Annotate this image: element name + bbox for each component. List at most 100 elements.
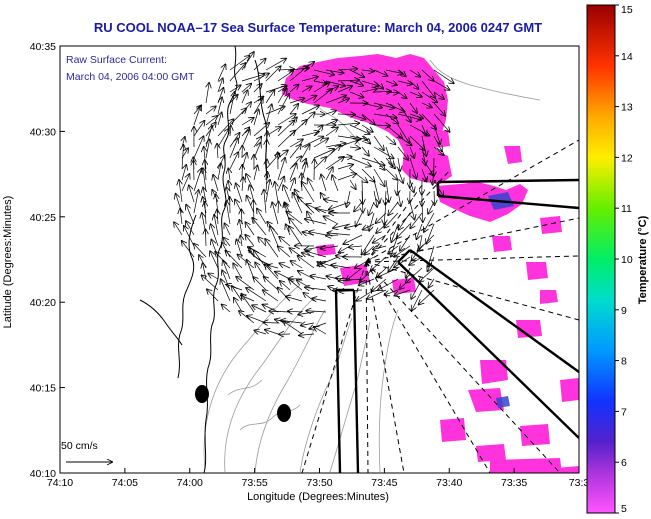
x-tick-label: 73:40 (436, 477, 462, 489)
current-vector (349, 168, 367, 182)
current-vector (349, 69, 364, 77)
current-vector (179, 180, 182, 203)
current-vector (411, 278, 423, 299)
current-vector (356, 212, 363, 226)
current-vector (373, 102, 394, 108)
x-tick-label: 74:05 (112, 477, 138, 489)
y-tick-label: 40:25 (30, 212, 56, 224)
current-vector (305, 287, 327, 290)
current-vector (277, 131, 295, 148)
current-vector (265, 180, 270, 203)
current-vector (221, 279, 231, 302)
current-vector (433, 124, 440, 144)
current-vector (363, 223, 375, 230)
current-vector (193, 121, 204, 137)
current-vector (373, 69, 387, 76)
current-vector (266, 140, 267, 159)
current-vector (409, 146, 414, 158)
coastline (139, 46, 271, 473)
current-vector (337, 165, 353, 170)
current-vector (421, 69, 434, 81)
current-vector (325, 120, 337, 126)
current-vector (409, 102, 417, 113)
current-vector (230, 126, 231, 137)
current-vector (409, 201, 415, 219)
current-vector (367, 289, 387, 299)
current-vector (289, 226, 303, 247)
current-vector (385, 289, 399, 295)
annotation-line1: Raw Surface Current: (66, 54, 167, 66)
current-vector (421, 168, 427, 182)
current-vector (241, 236, 243, 247)
scale-arrow: 50 cm/s (61, 440, 112, 462)
current-vector (329, 201, 351, 209)
y-tick-label: 40:10 (30, 468, 56, 480)
current-vector (394, 289, 411, 296)
current-vector (385, 113, 398, 124)
island-marker (277, 404, 291, 422)
colorbar-tick-label: 14 (621, 51, 633, 63)
current-vector (355, 256, 375, 268)
current-vector (409, 80, 419, 89)
current-vector (361, 146, 369, 156)
colorbar-tick-label: 7 (621, 406, 627, 418)
current-vector (301, 132, 319, 137)
current-vector (229, 138, 238, 159)
current-vector (385, 102, 405, 112)
current-vector (253, 84, 262, 93)
current-vector (226, 251, 243, 269)
current-vector (265, 239, 279, 258)
current-vector (205, 116, 217, 126)
current-vector (426, 223, 435, 244)
current-vector (409, 113, 423, 118)
current-vector (349, 80, 363, 86)
current-vector (277, 177, 284, 192)
current-vector (253, 110, 259, 126)
current-vector (434, 190, 435, 205)
current-vector (247, 196, 255, 214)
x-tick-label: 74:10 (47, 477, 73, 489)
current-vector (250, 185, 255, 203)
current-vector (400, 234, 411, 251)
current-vector (373, 168, 385, 186)
current-vector (289, 85, 299, 93)
current-vector (321, 175, 327, 192)
current-vector (406, 267, 410, 278)
current-vector (397, 69, 406, 76)
map-panel: Raw Surface Current: March 04, 2006 04:0… (59, 45, 580, 474)
current-vector (428, 256, 435, 271)
current-vector (181, 174, 189, 192)
current-vector (369, 201, 375, 215)
current-vector (263, 290, 279, 302)
current-vector (377, 267, 399, 277)
current-vector (421, 102, 432, 108)
current-vector (283, 321, 303, 335)
current-vector (385, 70, 403, 74)
current-vector (277, 158, 285, 181)
colorbar-tick-label: 8 (621, 356, 627, 368)
current-vector (289, 98, 304, 104)
current-vector (373, 234, 387, 243)
current-vector (301, 96, 316, 104)
current-vector (180, 209, 182, 225)
colorbar-tick-label: 6 (621, 457, 627, 469)
current-vector (229, 63, 246, 82)
current-vector (265, 66, 281, 82)
current-vector (312, 298, 327, 301)
current-vector (272, 202, 279, 225)
current-vector (433, 102, 445, 116)
current-vector (361, 124, 373, 132)
current-vector (428, 278, 435, 288)
current-vector (301, 323, 315, 326)
current-vector (376, 212, 387, 223)
current-vector (229, 56, 249, 71)
current-vector (229, 92, 235, 115)
colorbar-tick-label: 12 (621, 152, 633, 164)
current-vector (229, 152, 238, 170)
current-vector (202, 275, 219, 291)
current-vector (385, 92, 398, 93)
current-vector (264, 190, 266, 214)
current-vector (339, 290, 363, 292)
current-vector (264, 277, 279, 291)
current-vector (289, 218, 303, 236)
